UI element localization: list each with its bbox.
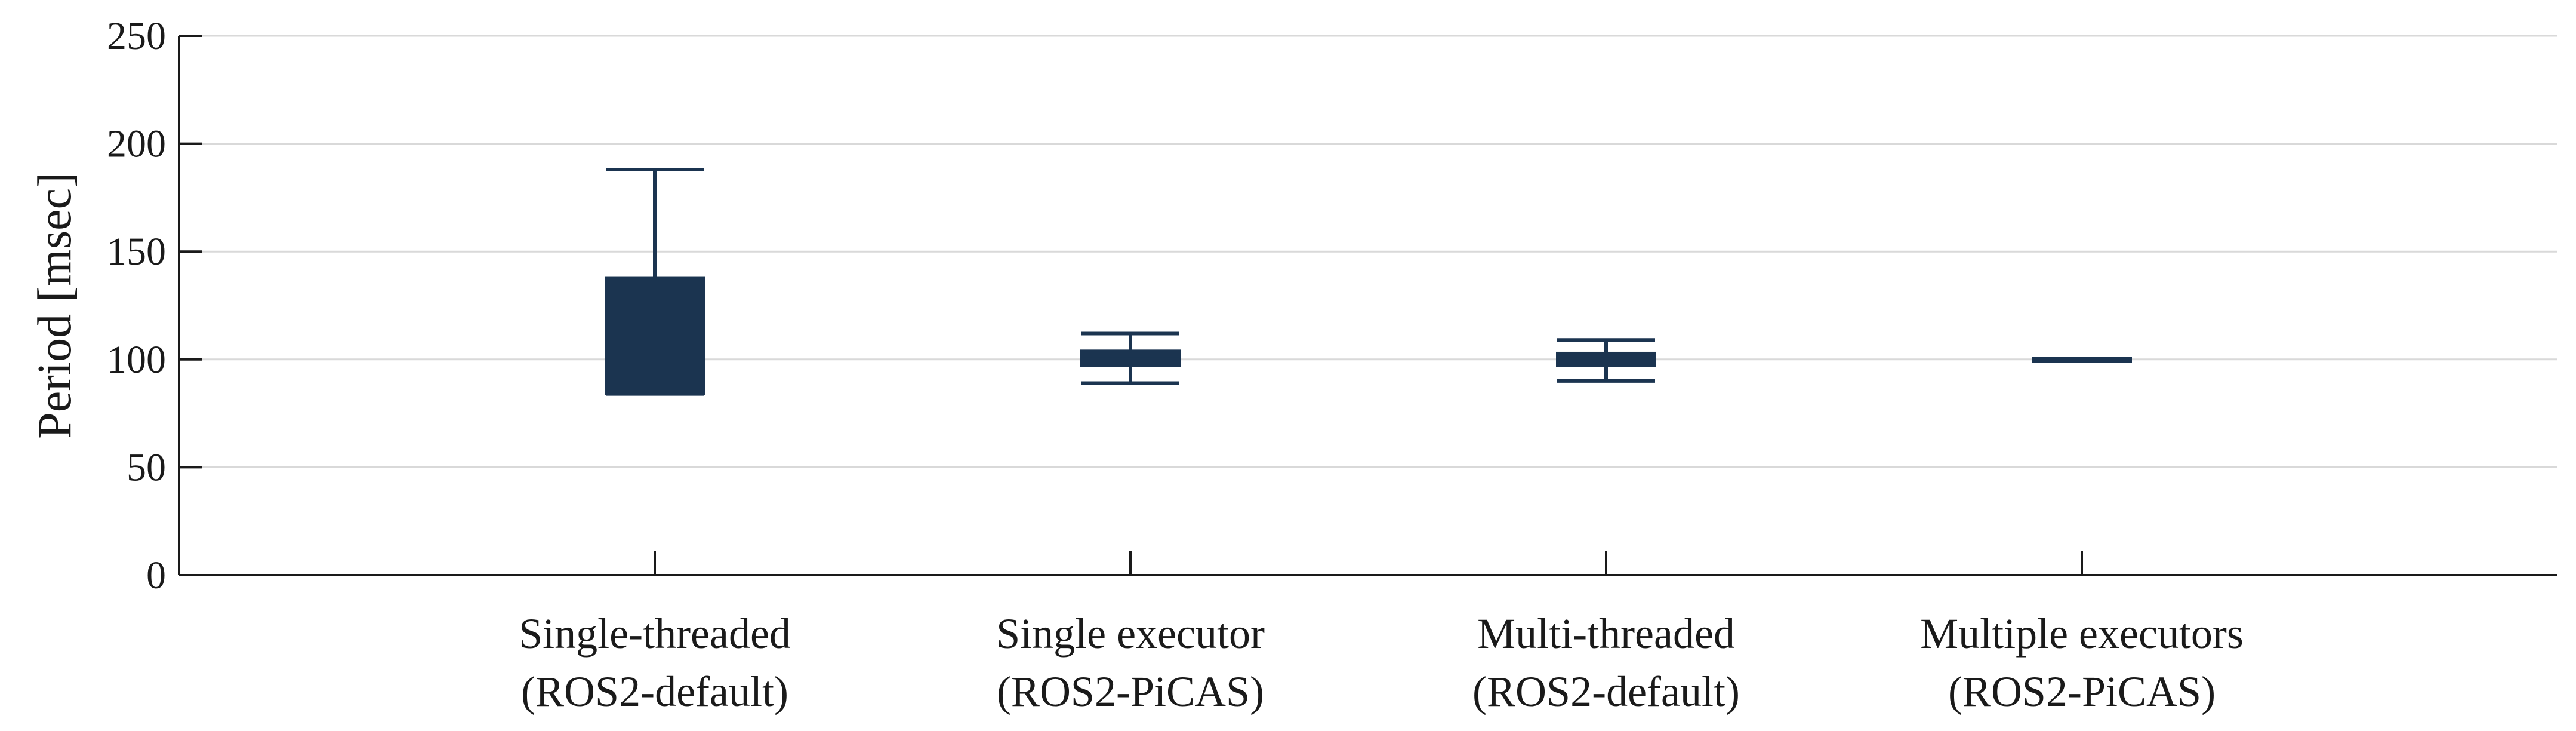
box-4 bbox=[2032, 357, 2132, 363]
box-body bbox=[605, 276, 705, 395]
x-axis-ticks: Single-threaded (ROS2-default) Single exec… bbox=[519, 551, 2244, 715]
x-tick-label: (ROS2-PiCAS) bbox=[1948, 668, 2216, 715]
y-tick-label: 250 bbox=[107, 14, 166, 58]
y-tick-label: 150 bbox=[107, 230, 166, 274]
box-series bbox=[605, 167, 2132, 396]
box-1 bbox=[605, 167, 705, 396]
axes bbox=[178, 36, 2557, 576]
y-axis-title: Period [msec] bbox=[29, 172, 81, 439]
box-2 bbox=[1080, 331, 1181, 385]
gridlines bbox=[179, 35, 2557, 468]
y-tick-label: 0 bbox=[146, 554, 166, 597]
x-tick-label: Single-threaded bbox=[519, 610, 791, 658]
y-axis-ticks: 0 50 100 150 200 250 bbox=[107, 14, 202, 597]
y-tick-label: 100 bbox=[107, 338, 166, 382]
y-tick-label: 200 bbox=[107, 122, 166, 166]
x-tick-label: (ROS2-default) bbox=[521, 668, 788, 715]
x-tick-label: (ROS2-default) bbox=[1472, 668, 1740, 715]
x-tick-label: Multi-threaded bbox=[1477, 610, 1735, 658]
x-tick-label: Multiple executors bbox=[1920, 610, 2244, 658]
x-tick-label: Single executor bbox=[996, 610, 1265, 658]
x-tick-label: (ROS2-PiCAS) bbox=[997, 668, 1264, 715]
box-3 bbox=[1556, 338, 1656, 383]
y-tick-label: 50 bbox=[127, 446, 166, 489]
